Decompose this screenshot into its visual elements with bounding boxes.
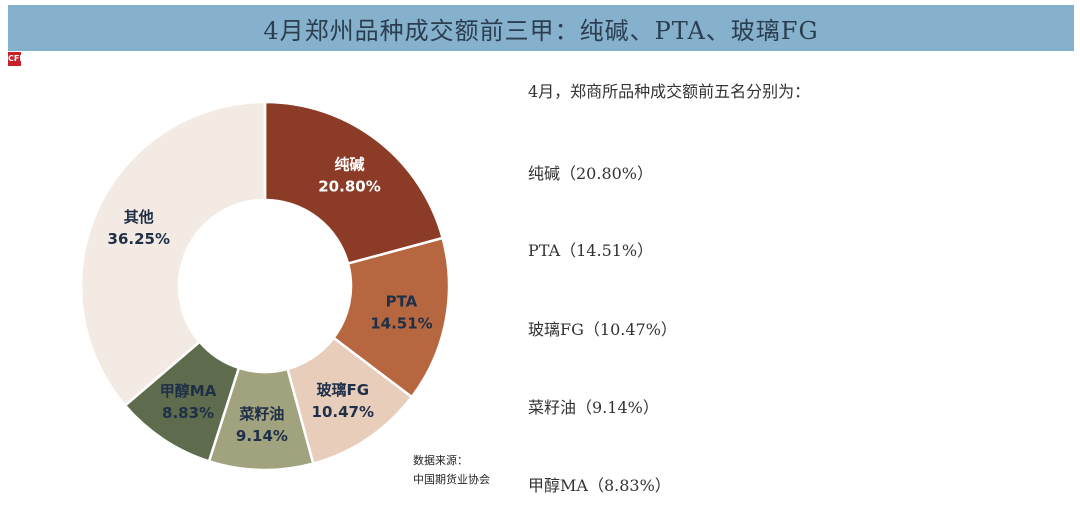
summary-intro: 4月，郑商所品种成交额前五名分别为： — [528, 82, 811, 101]
summary-item-2: PTA（14.51%） — [528, 241, 654, 260]
slice-value-label: 36.25% — [108, 230, 170, 248]
slice-category-label: 玻璃FG — [317, 381, 370, 399]
source-label: 数据来源： — [413, 454, 468, 467]
slice-category-label: 纯碱 — [334, 156, 364, 174]
slice-category-label: 菜籽油 — [238, 405, 284, 423]
summary-item-5: 甲醇MA（8.83%） — [528, 476, 671, 495]
title-bar: 4月郑州品种成交额前三甲：纯碱、PTA、玻璃FG — [8, 5, 1074, 51]
slice-value-label: 10.47% — [312, 403, 374, 421]
summary-item-3: 玻璃FG（10.47%） — [528, 320, 677, 339]
summary-item-1: 纯碱（20.80%） — [528, 164, 654, 183]
slice-value-label: 9.14% — [236, 427, 288, 445]
slice-value-label: 14.51% — [370, 315, 432, 333]
page-title: 4月郑州品种成交额前三甲：纯碱、PTA、玻璃FG — [263, 16, 819, 45]
source-name: 中国期货业协会 — [413, 473, 490, 486]
slice-category-label: PTA — [386, 293, 418, 311]
slice-value-label: 8.83% — [162, 404, 214, 422]
data-source: 数据来源： 中国期货业协会 — [413, 451, 490, 489]
summary-item-4: 菜籽油（9.14%） — [528, 398, 659, 417]
slice-category-label: 甲醇MA — [160, 382, 217, 400]
slice-value-label: 20.80% — [318, 178, 380, 196]
logo: CFI — [8, 52, 22, 66]
slice-category-label: 其他 — [124, 208, 154, 226]
donut-slice-6 — [79, 100, 267, 408]
donut-slice-1 — [263, 100, 445, 266]
donut-chart: 纯碱 20.80% PTA 14.51% 玻璃FG 10.47% 菜籽油 9.14% 甲醇MA 8… — [79, 100, 451, 472]
